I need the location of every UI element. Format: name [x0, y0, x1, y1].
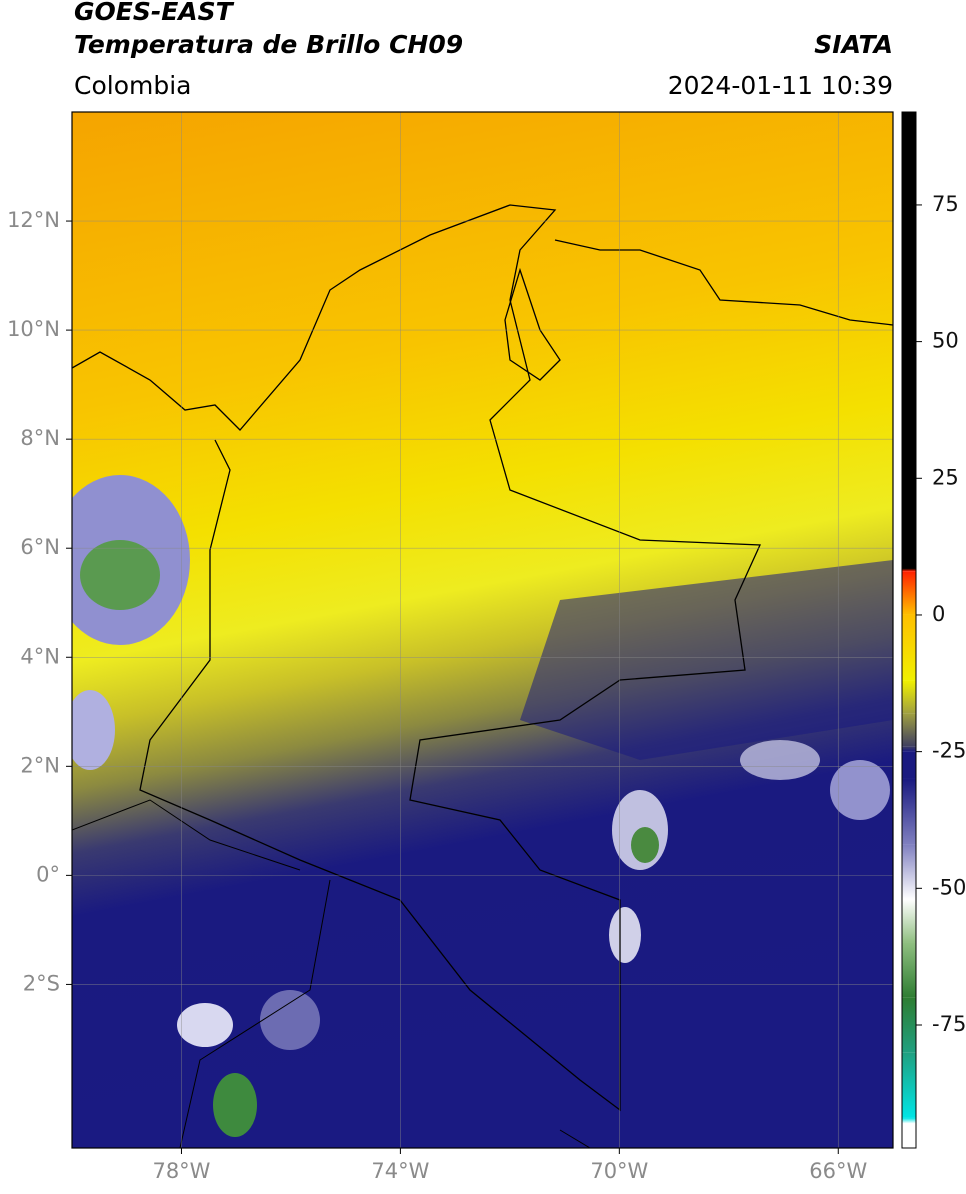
y-tick-label: 8°N [20, 426, 60, 450]
colorbar-segment [902, 844, 916, 900]
subtitle: Temperatura de Brillo CH09 [74, 30, 463, 59]
x-tick-label: 66°W [809, 1159, 867, 1183]
x-tick-label: 74°W [371, 1159, 429, 1183]
colorbar-segment [902, 614, 916, 681]
colorbar-tick-label: -50 [932, 875, 966, 899]
y-tick-label: 4°N [20, 644, 60, 668]
source: SIATA [814, 30, 893, 59]
y-tick-label: 12°N [7, 208, 60, 232]
x-tick-label: 70°W [590, 1159, 648, 1183]
colorbar-tick-label: 25 [932, 465, 959, 489]
y-tick-label: 6°N [20, 535, 60, 559]
cloud-core [80, 540, 160, 610]
colorbar-segment [902, 746, 916, 752]
y-tick-label: 0° [36, 862, 60, 886]
colorbar-segment [902, 713, 916, 747]
cloud [740, 740, 820, 780]
border [72, 204, 761, 1112]
cloud [830, 760, 890, 820]
cloud-core [631, 827, 659, 863]
colorbar-tick-label: 50 [932, 329, 959, 353]
y-tick-label: 2°S [23, 971, 60, 995]
map-frame [71, 111, 894, 1149]
y-tick-label: 2°N [20, 753, 60, 777]
borders [72, 799, 591, 1148]
title: GOES-EAST [74, 0, 235, 26]
coastline [554, 239, 893, 326]
colorbar-segment [902, 1123, 916, 1148]
cloud [260, 990, 320, 1050]
imagery [72, 112, 893, 1148]
colorbar-segment [902, 112, 916, 569]
colorbar-segment [902, 568, 916, 572]
colorbar-segment [902, 899, 916, 943]
cloud [72, 690, 115, 770]
cloud-band [520, 560, 893, 760]
colorbar-segment [902, 1052, 916, 1118]
datetime: 2024-01-11 10:39 [668, 71, 893, 100]
colorbar-segment [902, 997, 916, 1053]
colorbar-segment [902, 680, 916, 714]
y-tick-label: 10°N [7, 317, 60, 341]
cloud-core [213, 1073, 257, 1137]
colorbar-segment [902, 571, 916, 615]
colorbar-tick-label: 0 [932, 602, 945, 626]
colorbar-tick-label: -25 [932, 739, 966, 763]
grid: 78°W 74°W 70°W 66°W 12°N 10°N 8°N 6°N 4°N 2°N 0° 2°… [7, 112, 893, 1183]
cloud [177, 1003, 233, 1047]
colorbar-tick-label: -75 [932, 1012, 966, 1036]
colorbar-frame [901, 111, 917, 1149]
colorbar-segment [902, 942, 916, 998]
x-tick-label: 78°W [152, 1159, 210, 1183]
colorbar-segment [902, 1117, 916, 1124]
colorbar-segment [902, 778, 916, 845]
colorbar-tick-label: 75 [932, 192, 959, 216]
colorbar: 75 50 25 0 -25 -50 -75 [902, 112, 966, 1148]
colorbar-segment [902, 751, 916, 779]
cloud [609, 907, 641, 963]
region: Colombia [74, 71, 191, 100]
